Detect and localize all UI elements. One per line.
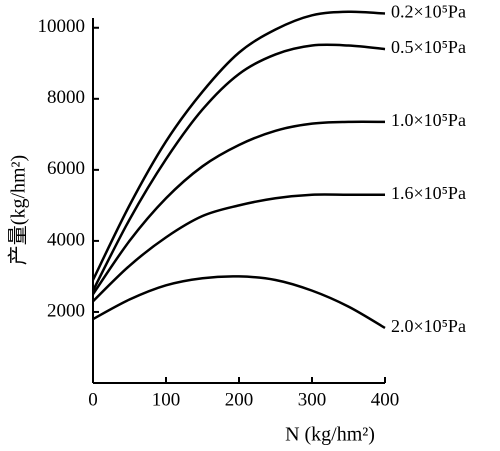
- line: [92, 275, 386, 330]
- y-tick-label: 8000: [47, 87, 85, 108]
- x-tick-label: 0: [88, 389, 98, 410]
- line: [92, 193, 385, 303]
- legend-label: 0.5×10⁵Pa: [391, 37, 466, 57]
- legend-label: 2.0×10⁵Pa: [391, 316, 466, 336]
- legend-label: 1.0×10⁵Pa: [391, 110, 466, 130]
- x-tick-label: 100: [152, 389, 181, 410]
- legend-label: 1.6×10⁵Pa: [391, 183, 466, 203]
- y-axis-label: 产量(kg/hm²): [7, 155, 30, 265]
- x-tick-label: 200: [225, 389, 254, 410]
- line: [91, 120, 386, 295]
- y-tick-label: 2000: [47, 300, 85, 321]
- x-tick-label: 300: [298, 389, 327, 410]
- y-tick-label: 10000: [38, 16, 86, 37]
- y-tick-label: 6000: [47, 158, 85, 179]
- x-tick-label: 400: [371, 389, 400, 410]
- line: [91, 43, 386, 292]
- y-tick-label: 4000: [47, 229, 85, 250]
- legend-label: 0.2×10⁵Pa: [391, 2, 466, 22]
- x-axis-label: N (kg/hm²): [285, 424, 375, 446]
- line: [91, 10, 386, 281]
